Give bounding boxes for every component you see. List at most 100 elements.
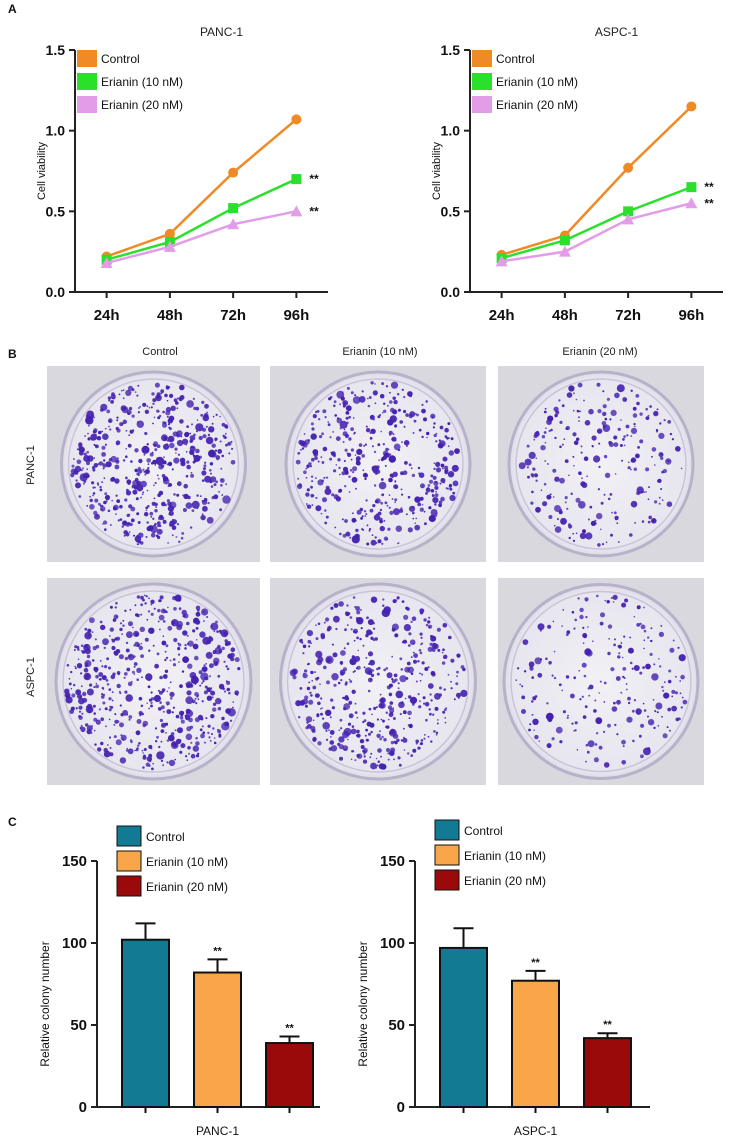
colony [413, 659, 417, 664]
colony [179, 684, 183, 688]
culture-dish-rim [67, 378, 240, 550]
colony [518, 462, 526, 470]
colony [367, 689, 371, 693]
colony [91, 466, 96, 470]
colony [363, 755, 366, 758]
colony [612, 594, 618, 600]
colony [564, 496, 568, 500]
colony [301, 447, 305, 450]
colony [621, 459, 624, 462]
colony [407, 666, 415, 674]
colony [84, 435, 86, 437]
colony [147, 685, 151, 689]
colony [108, 697, 112, 701]
colony [654, 500, 658, 504]
colony [388, 430, 393, 435]
colony [124, 498, 128, 502]
colony [102, 688, 105, 690]
colony [116, 499, 121, 503]
colony [149, 511, 154, 516]
colony [636, 605, 641, 610]
colony [86, 468, 89, 471]
colony [426, 487, 430, 490]
colony [412, 701, 415, 704]
colony [152, 443, 155, 446]
colony [444, 708, 447, 711]
y-axis-label: Relative colony number [356, 941, 370, 1066]
colony [427, 735, 430, 738]
colony [82, 691, 87, 697]
colony [639, 671, 643, 675]
colony [333, 400, 337, 404]
colony [389, 473, 394, 478]
colony [455, 682, 459, 686]
colony [456, 675, 458, 678]
colony [168, 386, 171, 388]
colony [139, 405, 141, 408]
colony [365, 499, 368, 502]
colony [662, 733, 668, 739]
colony [94, 498, 99, 503]
colony [302, 652, 305, 655]
colony [552, 468, 557, 473]
colony [386, 672, 393, 679]
colony [167, 418, 173, 424]
colony [523, 670, 527, 673]
colony [530, 501, 534, 505]
colony [113, 724, 116, 726]
culture-dish [54, 582, 253, 781]
colony [388, 477, 393, 483]
colony [439, 425, 444, 430]
colony [122, 459, 126, 462]
colony [152, 517, 155, 520]
colony [516, 667, 520, 670]
colony [633, 467, 637, 471]
colony [368, 396, 372, 399]
colony [305, 716, 313, 723]
colony [161, 722, 166, 728]
colony [189, 439, 194, 443]
colony [419, 632, 423, 636]
colony [210, 485, 214, 488]
colony [201, 667, 206, 672]
colony [162, 674, 168, 679]
colony [185, 709, 194, 718]
colony [669, 729, 671, 732]
colony [134, 632, 139, 637]
colony [586, 475, 588, 478]
colony [344, 470, 349, 475]
x-tick-label: 72h [615, 307, 641, 324]
colony [151, 451, 154, 454]
colony [395, 525, 402, 532]
colony [387, 705, 393, 710]
colony [158, 524, 162, 528]
colony [234, 657, 240, 663]
colony [634, 522, 636, 524]
panel-label-b: B [8, 347, 17, 361]
colony [156, 474, 159, 477]
colony [423, 702, 426, 705]
colony [209, 740, 212, 742]
colony [401, 441, 403, 443]
colony [156, 735, 159, 739]
colony [203, 464, 207, 468]
colony [351, 725, 355, 728]
colony [407, 527, 413, 533]
colony [651, 447, 657, 452]
colony [410, 672, 414, 676]
colony [373, 706, 377, 711]
y-tick-label: 150 [62, 853, 87, 870]
colony [354, 655, 361, 662]
colony [576, 749, 579, 751]
colony [405, 413, 409, 417]
colony [392, 396, 396, 400]
colony [331, 643, 334, 646]
colony [583, 399, 585, 402]
colony [129, 406, 133, 411]
colony [430, 489, 435, 493]
colony [330, 745, 338, 752]
colony [154, 448, 158, 452]
colony [133, 665, 136, 668]
colony [146, 618, 149, 621]
